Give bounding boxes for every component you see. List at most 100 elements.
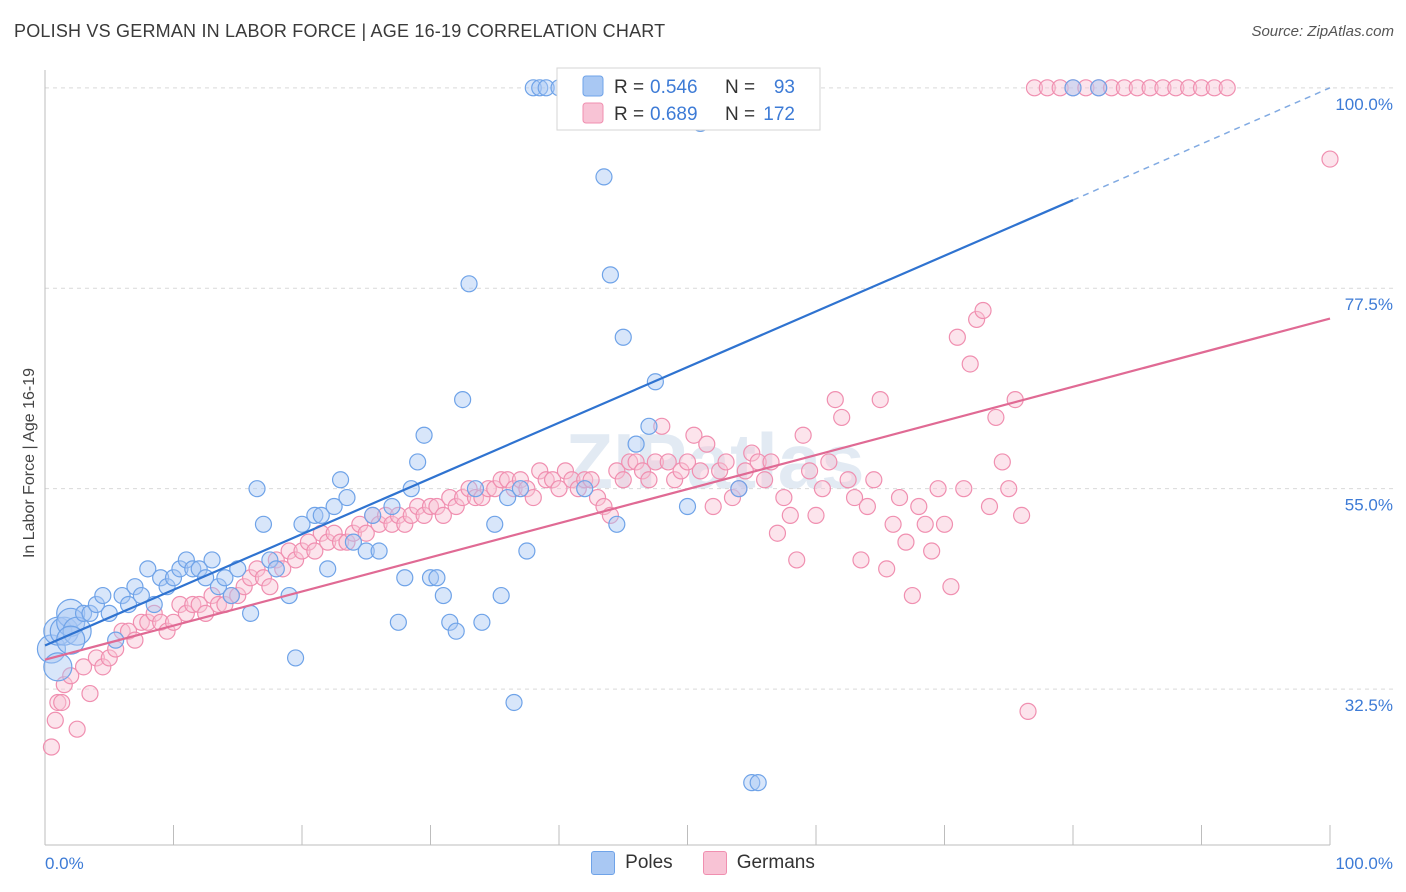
- germans-point: [466, 488, 485, 507]
- poles-trendline-extension: [1072, 87, 1331, 201]
- poles-point: [531, 79, 549, 97]
- germans-point: [550, 480, 568, 498]
- germans-point: [826, 390, 844, 409]
- germans-point: [492, 471, 510, 489]
- poles-point: [261, 551, 279, 569]
- germans-point: [184, 595, 202, 614]
- germans-point: [543, 471, 562, 489]
- germans-point: [242, 569, 260, 587]
- germans-point: [1167, 79, 1185, 97]
- legend-item-poles[interactable]: Poles: [591, 851, 673, 875]
- germans-point: [672, 462, 690, 480]
- germans-points: [42, 79, 1339, 756]
- x-tick-label: 100.0%: [1335, 854, 1393, 873]
- germans-point: [691, 462, 709, 480]
- germans-point: [376, 506, 395, 525]
- germans-point: [42, 738, 61, 756]
- poles-point: [139, 560, 157, 578]
- germans-point: [299, 533, 318, 551]
- germans-point: [633, 462, 652, 480]
- germans-swatch: [702, 851, 727, 875]
- poles-point: [113, 586, 131, 605]
- germans-point: [685, 426, 703, 444]
- germans-point: [441, 488, 459, 507]
- germans-point: [235, 578, 253, 596]
- poles-point: [242, 604, 260, 622]
- germans-point: [254, 569, 273, 587]
- germans-point: [704, 497, 722, 516]
- germans-point: [293, 542, 311, 560]
- germans-point: [331, 533, 350, 551]
- germans-point: [74, 658, 93, 676]
- poles-point: [389, 613, 407, 631]
- germans-point: [942, 578, 960, 596]
- poles-point: [730, 480, 748, 498]
- germans-point: [248, 560, 266, 578]
- poles-point: [409, 453, 427, 471]
- germans-point: [486, 480, 504, 498]
- germans-point: [608, 462, 626, 480]
- germans-point: [897, 533, 915, 551]
- poles-point: [331, 471, 350, 489]
- germans-point: [858, 497, 877, 516]
- poles-point: [678, 497, 697, 516]
- germans-point: [1321, 150, 1339, 168]
- germans-point: [139, 613, 157, 631]
- germans-point: [833, 408, 851, 427]
- bottom-legend: Poles Germans: [0, 851, 1406, 875]
- poles-point: [743, 774, 761, 792]
- germans-point: [948, 328, 966, 346]
- germans-point: [434, 506, 452, 525]
- germans-point: [678, 453, 697, 471]
- poles-point: [614, 328, 632, 346]
- poles-point: [396, 569, 414, 587]
- germans-point: [890, 488, 909, 507]
- n-value: 93: [774, 77, 795, 98]
- germans-point: [447, 497, 465, 516]
- germans-point: [421, 497, 440, 516]
- poles-point: [81, 604, 99, 622]
- germans-point: [1218, 79, 1236, 97]
- germans-point: [1141, 79, 1159, 97]
- poles-point: [190, 560, 208, 578]
- germans-point: [119, 622, 138, 640]
- poles-point: [524, 79, 542, 97]
- germans-point: [839, 471, 857, 489]
- germans-point: [563, 471, 581, 489]
- germans-point: [755, 471, 774, 489]
- germans-point: [209, 595, 228, 614]
- germans-point: [53, 693, 71, 712]
- r-label: R =: [614, 77, 644, 98]
- germans-point: [402, 506, 420, 525]
- germans-point: [383, 515, 401, 533]
- germans-point: [306, 542, 324, 560]
- poles-point: [216, 569, 234, 587]
- germans-point: [916, 515, 934, 533]
- germans-point: [518, 480, 536, 498]
- x-tick-label: 0.0%: [45, 854, 84, 873]
- chart-title: POLISH VS GERMAN IN LABOR FORCE | AGE 16…: [14, 21, 666, 41]
- legend-item-germans[interactable]: Germans: [702, 851, 815, 875]
- poles-point: [203, 551, 221, 569]
- germans-point: [576, 471, 594, 489]
- germans-point: [865, 471, 883, 489]
- germans-point: [968, 310, 986, 329]
- germans-point: [903, 586, 921, 605]
- germans-point: [1102, 79, 1121, 97]
- n-label: N =: [725, 77, 755, 98]
- germans-point: [1077, 79, 1095, 97]
- germans-point: [781, 506, 799, 525]
- germans-point: [524, 488, 542, 507]
- legend-label-germans: Germans: [736, 852, 815, 873]
- poles-point: [74, 604, 93, 622]
- germans-point: [152, 613, 170, 631]
- poles-point: [312, 506, 330, 525]
- germans-point: [145, 604, 163, 622]
- germans-point: [415, 506, 433, 525]
- poles-point: [1090, 79, 1108, 97]
- germans-point: [68, 720, 86, 738]
- r-label: R =: [614, 104, 644, 125]
- germans-point: [717, 453, 735, 471]
- y-tick-label: 77.5%: [1345, 295, 1393, 314]
